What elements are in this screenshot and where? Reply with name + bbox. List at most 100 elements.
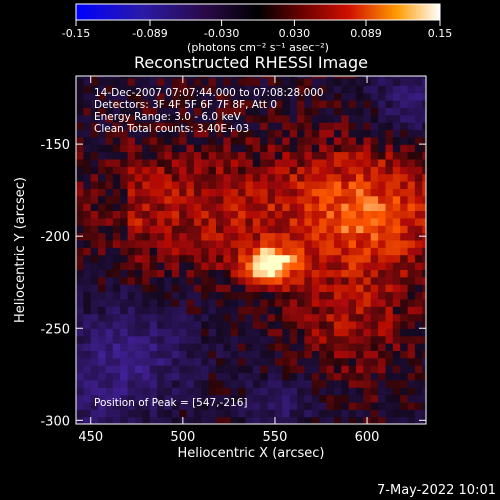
heatmap-cell: [392, 350, 401, 359]
heatmap-cell: [348, 99, 357, 108]
heatmap-cell: [407, 254, 416, 263]
heatmap-cell: [333, 203, 342, 211]
heatmap-cell: [319, 372, 328, 381]
heatmap-cell: [378, 254, 387, 263]
heatmap-cell: [149, 114, 158, 123]
heatmap-cell: [149, 262, 158, 270]
heatmap-cell: [223, 76, 232, 79]
heatmap-cell: [378, 203, 387, 211]
heatmap-cell: [378, 122, 387, 130]
heatmap-cell: [385, 107, 394, 116]
heatmap-cell: [186, 181, 195, 189]
heatmap-cell: [179, 239, 188, 248]
heatmap-cell: [260, 107, 269, 116]
heatmap-cell: [105, 372, 114, 381]
heatmap-cell: [157, 269, 166, 278]
heatmap-cell: [230, 158, 239, 167]
heatmap-cell: [341, 401, 350, 410]
heatmap-cell: [378, 401, 387, 410]
heatmap-cell: [326, 313, 335, 322]
heatmap-cell: [157, 343, 166, 351]
heatmap-cell: [164, 232, 173, 241]
heatmap-cell: [164, 298, 173, 307]
heatmap-cell: [245, 77, 254, 86]
heatmap-cell: [98, 365, 107, 374]
heatmap-cell: [319, 343, 328, 351]
heatmap-cell: [341, 99, 350, 108]
heatmap-cell: [98, 298, 107, 307]
heatmap-cell: [400, 357, 409, 366]
heatmap-cell: [304, 387, 313, 396]
heatmap-cell: [385, 129, 394, 138]
heatmap-cell: [90, 173, 99, 182]
heatmap-cell: [392, 372, 401, 381]
heatmap-cell: [208, 409, 217, 418]
heatmap-cell: [238, 151, 247, 160]
heatmap-cell: [289, 239, 298, 248]
heatmap-cell: [193, 357, 202, 366]
heatmap-cell: [326, 276, 335, 285]
heatmap-cell: [179, 225, 188, 234]
heatmap-cell: [171, 195, 180, 204]
heatmap-cell: [223, 387, 232, 396]
heatmap-cell: [422, 394, 426, 403]
heatmap-cell: [341, 313, 350, 322]
heatmap-cell: [333, 372, 342, 381]
colorbar-ticks: -0.15 -0.089 -0.030 0.030 0.089 0.15: [62, 20, 452, 40]
heatmap-cell: [201, 225, 210, 234]
heatmap-cell: [90, 379, 99, 388]
heatmap-cell: [230, 239, 239, 248]
heatmap-cell: [83, 151, 92, 160]
heatmap-cell: [260, 298, 269, 307]
heatmap-cell: [142, 99, 151, 108]
heatmap-cell: [142, 269, 151, 278]
heatmap-cell: [127, 129, 136, 138]
heatmap-cell: [304, 365, 313, 374]
heatmap-cell: [289, 365, 298, 374]
heatmap-cell: [193, 92, 202, 101]
heatmap-cell: [319, 114, 328, 123]
heatmap-cell: [186, 158, 195, 167]
heatmap-cell: [142, 122, 151, 130]
heatmap-cell: [134, 92, 143, 101]
y-tick-label: -150: [40, 138, 70, 153]
heatmap-cell: [341, 92, 350, 101]
heatmap-cell: [356, 335, 364, 344]
heatmap-cell: [304, 247, 313, 256]
heatmap-cell: [142, 203, 151, 211]
heatmap-cell: [341, 166, 350, 175]
heatmap-cell: [134, 136, 143, 145]
heatmap-cell: [311, 313, 320, 322]
heatmap-cell: [356, 269, 364, 278]
heatmap-cell: [186, 276, 195, 285]
heatmap-cell: [363, 306, 372, 315]
heatmap-cell: [267, 328, 276, 337]
heatmap-cell: [208, 239, 217, 248]
heatmap-cell: [230, 372, 239, 381]
heatmap-cell: [98, 158, 107, 167]
heatmap-cell: [348, 350, 357, 359]
heatmap-cell: [319, 387, 328, 396]
heatmap-cell: [414, 99, 423, 108]
heatmap-cell: [319, 99, 328, 108]
heatmap-cell: [422, 313, 426, 322]
heatmap-cell: [134, 239, 143, 248]
heatmap-cell: [400, 122, 409, 130]
heatmap-cell: [83, 195, 92, 204]
heatmap-cell: [164, 291, 173, 300]
heatmap-cell: [297, 85, 306, 94]
heatmap-cell: [385, 122, 394, 130]
heatmap-cell: [208, 203, 217, 211]
heatmap-cell: [348, 136, 357, 145]
heatmap-cell: [76, 181, 84, 189]
heatmap-cell: [105, 335, 114, 344]
heatmap-cell: [127, 416, 136, 424]
heatmap-cell: [282, 306, 291, 315]
heatmap-cell: [76, 77, 84, 86]
heatmap-cell: [348, 387, 357, 396]
heatmap-cell: [112, 77, 121, 86]
heatmap-cell: [333, 298, 342, 307]
heatmap-cell: [105, 350, 114, 359]
heatmap-cell: [149, 335, 158, 344]
heatmap-cell: [142, 129, 151, 138]
